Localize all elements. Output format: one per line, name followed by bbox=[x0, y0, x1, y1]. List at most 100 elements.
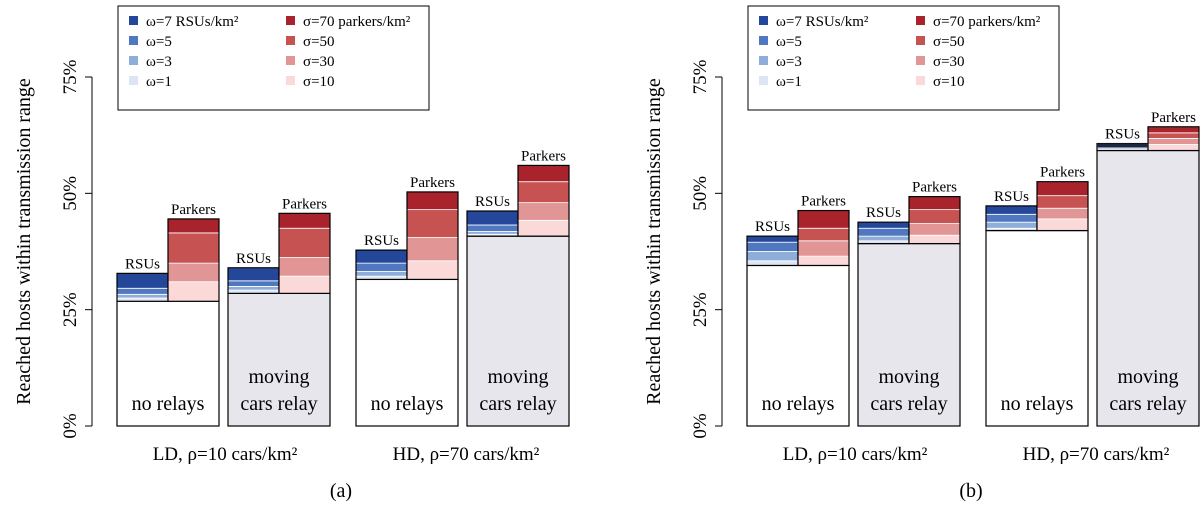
rsu-segment-top bbox=[1097, 143, 1148, 148]
base-label: moving bbox=[1117, 366, 1178, 388]
base-label: cars relay bbox=[1109, 393, 1186, 415]
legend-swatch bbox=[129, 36, 138, 45]
base-label: moving bbox=[248, 366, 309, 388]
parkers-segment bbox=[406, 209, 459, 238]
legend-swatch bbox=[286, 36, 295, 45]
rsu-stack-label: RSUs bbox=[125, 256, 160, 272]
legend-entry: σ=10 bbox=[933, 74, 965, 90]
legend-swatch bbox=[916, 56, 925, 65]
parkers-segment bbox=[1036, 181, 1089, 197]
rsu-segment bbox=[746, 241, 799, 252]
rsu-segment bbox=[116, 287, 169, 295]
y-axis-label: Reached hosts within transmission range bbox=[13, 78, 35, 405]
parkers-segment bbox=[797, 240, 850, 257]
legend-box bbox=[117, 5, 430, 111]
legend-entry: σ=30 bbox=[303, 54, 335, 70]
base-label: moving bbox=[878, 366, 939, 388]
panel-label: (a) bbox=[330, 480, 352, 502]
rsu-segment bbox=[355, 249, 408, 264]
legend-swatch bbox=[916, 76, 925, 85]
rsu-segment bbox=[227, 280, 280, 287]
parkers-stack-label: Parkers bbox=[912, 180, 957, 196]
parkers-segment bbox=[797, 227, 850, 242]
y-tick-label: 50% bbox=[690, 176, 711, 211]
legend-swatch bbox=[286, 56, 295, 65]
parkers-segment bbox=[167, 232, 220, 264]
rsu-segment bbox=[355, 271, 408, 277]
parkers-stack-outline bbox=[1147, 126, 1200, 152]
rsu-segment bbox=[116, 293, 169, 299]
parkers-segment bbox=[517, 181, 570, 204]
base-bar bbox=[985, 229, 1089, 427]
group-label: LD, ρ=10 cars/km² bbox=[153, 444, 298, 465]
rsu-stack-label: RSUs bbox=[364, 233, 399, 249]
rsu-stack-label: RSUs bbox=[475, 194, 510, 210]
legend-box bbox=[747, 5, 1060, 111]
parkers-stack-label: Parkers bbox=[1151, 110, 1196, 126]
parkers-stack-label: Parkers bbox=[521, 148, 566, 164]
base-bar bbox=[857, 242, 961, 427]
rsu-segment bbox=[857, 221, 910, 229]
parkers-segment bbox=[406, 260, 459, 280]
rsu-stack-label: RSUs bbox=[866, 205, 901, 221]
group-label: HD, ρ=70 cars/km² bbox=[393, 444, 540, 465]
parkers-segment bbox=[406, 191, 459, 211]
base-bar bbox=[746, 264, 850, 427]
base-label: no relays bbox=[1001, 393, 1074, 415]
group-label: HD, ρ=70 cars/km² bbox=[1023, 444, 1170, 465]
parkers-stack-outline bbox=[167, 218, 220, 302]
rsu-segment bbox=[466, 224, 519, 232]
legend-entry: ω=5 bbox=[776, 34, 802, 50]
parkers-segment bbox=[797, 210, 850, 229]
parkers-segment bbox=[278, 227, 331, 258]
parkers-segment bbox=[406, 237, 459, 262]
legend-swatch bbox=[759, 16, 768, 25]
parkers-segment bbox=[517, 165, 570, 183]
parkers-stack-outline bbox=[517, 164, 570, 237]
y-tick-label: 75% bbox=[60, 59, 81, 94]
legend: ω=7 RSUs/km² ω=5 ω=3 ω=1 σ=70 parkers/km² σ=5… bbox=[747, 5, 1060, 111]
rsu-stack-label: RSUs bbox=[1105, 127, 1140, 143]
rsu-segment bbox=[466, 210, 519, 226]
rsu-segment bbox=[746, 260, 799, 266]
base-bar bbox=[466, 235, 570, 427]
parkers-segment bbox=[908, 209, 961, 224]
base-bar bbox=[116, 300, 220, 427]
legend-swatch bbox=[916, 36, 925, 45]
parkers-stack-outline bbox=[278, 212, 331, 294]
legend-entry: ω=3 bbox=[146, 54, 172, 70]
parkers-segment bbox=[1147, 126, 1200, 134]
legend-swatch bbox=[129, 16, 138, 25]
parkers-stack-outline bbox=[1036, 181, 1089, 232]
parkers-segment bbox=[278, 275, 331, 294]
parkers-segment bbox=[908, 223, 961, 236]
parkers-segment bbox=[167, 281, 220, 302]
parkers-stack-outline bbox=[908, 195, 961, 245]
legend-entry: ω=7 RSUs/km² bbox=[776, 14, 869, 30]
y-axis-label: Reached hosts within transmission range bbox=[643, 78, 665, 405]
base-label: cars relay bbox=[870, 393, 947, 415]
parkers-segment bbox=[908, 196, 961, 211]
parkers-segment bbox=[278, 212, 331, 229]
legend-entry: ω=3 bbox=[776, 54, 802, 70]
rsu-segment bbox=[116, 272, 169, 289]
parkers-segment bbox=[167, 218, 220, 234]
rsu-segment bbox=[985, 221, 1038, 229]
legend-entry: ω=5 bbox=[146, 34, 172, 50]
rsu-segment bbox=[857, 227, 910, 237]
base-label: no relays bbox=[371, 393, 444, 415]
chart-panel-b: 0% 25% 50% 75% Reached hosts within transmis… bbox=[643, 5, 1200, 502]
y-tick-label: 50% bbox=[60, 176, 81, 211]
legend-swatch bbox=[286, 76, 295, 85]
legend-entry: ω=7 RSUs/km² bbox=[146, 14, 239, 30]
y-tick-label: 25% bbox=[690, 292, 711, 327]
y-tick-label: 0% bbox=[60, 413, 81, 439]
parkers-segment bbox=[797, 255, 850, 266]
parkers-segment bbox=[1147, 144, 1200, 151]
rsu-segment bbox=[857, 235, 910, 242]
legend-swatch bbox=[129, 56, 138, 65]
base-label: cars relay bbox=[479, 393, 556, 415]
legend-entry: σ=30 bbox=[933, 54, 965, 70]
rsu-segment bbox=[746, 235, 799, 243]
